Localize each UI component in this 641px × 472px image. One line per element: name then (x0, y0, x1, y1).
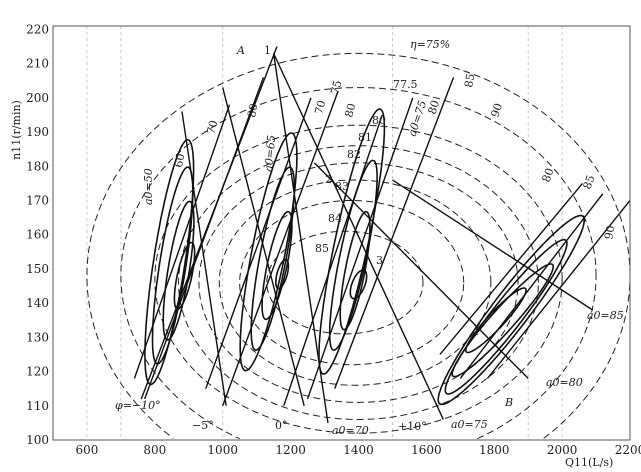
point-A: A (236, 44, 245, 57)
opening-line (222, 87, 305, 406)
point-1: 1 (264, 44, 271, 57)
label-eta82: 82 (347, 148, 361, 161)
point-4: 4 (472, 325, 479, 338)
y-tick-label: 150 (26, 262, 49, 276)
opening-line (181, 111, 227, 406)
blade-angle-loop (444, 238, 568, 395)
x-tick-labels: 600 800 1000 1200 1400 1600 1800 2000 2200 (75, 443, 641, 457)
label-eta775: 77.5 (393, 78, 418, 91)
x-tick-label: 1400 (343, 443, 374, 457)
y-tick-label: 110 (26, 399, 49, 413)
label-a0-70: a0=70 (332, 424, 369, 437)
x-axis-label: Q11(L/s) (565, 456, 613, 469)
y-tick-label: 200 (26, 91, 49, 105)
x-tick-label: 1600 (411, 443, 442, 457)
label-a80: 80 (245, 102, 260, 118)
point-B: B (504, 396, 513, 409)
x-tick-label: 600 (75, 443, 98, 457)
efficiency-contour (86, 52, 631, 439)
label-phi-plus10: +10° (398, 420, 427, 433)
label-a0-50: a0=50 (142, 168, 155, 205)
blade-angle-loop (261, 210, 293, 321)
efficiency-contour (198, 162, 519, 403)
label-a80-3: 80 (425, 99, 442, 116)
x-tick-label: 2200 (615, 443, 641, 457)
label-a0-65: a0=65 (262, 134, 278, 172)
label-phi-minus10: φ=−10° (115, 399, 161, 412)
y-tick-label: 120 (26, 365, 49, 379)
y-tick-label: 100 (26, 433, 49, 447)
opening-lines (133, 46, 631, 423)
opening-line (313, 162, 529, 379)
efficiency-contour (239, 200, 465, 366)
label-eta83: 83 (335, 180, 349, 193)
efficiency-contour (154, 124, 563, 434)
label-eta85: 85 (315, 242, 329, 255)
blade-angle-loop (349, 269, 368, 300)
y-tick-label: 160 (26, 228, 49, 242)
label-a70: 70 (204, 119, 220, 136)
opening-line (459, 193, 604, 379)
y-tick-label: 170 (26, 193, 49, 207)
opening-line (143, 77, 265, 400)
label-a0-75-top: a0=75 (405, 99, 429, 138)
point-2: 2 (325, 173, 332, 186)
point-3: 3 (376, 254, 383, 267)
efficiency-contour (178, 145, 539, 420)
grid-lines (86, 26, 563, 440)
opening-line (306, 97, 414, 400)
opening-line (222, 90, 339, 407)
label-a60: 60 (172, 152, 187, 168)
x-tick-label: 1000 (207, 443, 238, 457)
opening-line (334, 77, 455, 389)
label-a90: 90 (488, 102, 505, 119)
label-eta84: 84 (328, 212, 342, 225)
y-tick-label: 140 (26, 296, 49, 310)
label-eta75: η=75% (410, 38, 450, 51)
opening-line (283, 114, 383, 407)
plot-frame (52, 25, 631, 441)
efficiency-contour (120, 87, 597, 440)
y-tick-labels: 100 110 120 130 140 150 160 170 180 190 200 210 220 (26, 22, 49, 447)
x-tick-label: 1200 (275, 443, 306, 457)
label-a0-80: a0=80 (546, 376, 583, 389)
opening-line (205, 97, 312, 389)
opening-line (439, 182, 584, 355)
label-a80-right: 80 (540, 166, 557, 184)
blade-angle-loop (437, 214, 585, 406)
label-a0-75: a0=75 (451, 418, 488, 431)
y-tick-label: 210 (26, 57, 49, 71)
opening-line (272, 53, 444, 420)
label-eta81: 81 (358, 131, 372, 144)
y-axis-label: n11(r/min) (10, 100, 23, 160)
y-tick-label: 220 (26, 22, 49, 36)
blade-angle-loop (162, 200, 195, 341)
efficiency-contours (86, 52, 631, 440)
label-phi-0: 0° (275, 419, 288, 432)
label-a0-85: a0=85 (587, 309, 624, 322)
label-eta80: 80 (372, 114, 386, 127)
x-tick-label: 2000 (547, 443, 578, 457)
y-tick-label: 190 (26, 125, 49, 139)
label-a75: 75 (328, 79, 344, 96)
opening-line (486, 200, 631, 379)
opening-line (272, 53, 329, 423)
x-tick-label: 1800 (479, 443, 510, 457)
blade-angle-loops (144, 108, 585, 406)
blade-angle-loop (318, 108, 386, 375)
efficiency-contour (218, 179, 492, 386)
blade-angle-loop (451, 263, 555, 378)
x-tick-label: 800 (143, 443, 166, 457)
y-tick-label: 180 (26, 159, 49, 173)
label-a85-right: 85 (581, 173, 598, 191)
label-a70-top: 70 (312, 99, 328, 116)
label-a80-2: 80 (342, 102, 358, 119)
label-a90-right: 90 (602, 224, 617, 240)
label-phi-minus5: −5° (192, 419, 214, 432)
label-a85: 85 (462, 72, 477, 88)
y-tick-label: 130 (26, 330, 49, 344)
opening-line (133, 104, 231, 379)
